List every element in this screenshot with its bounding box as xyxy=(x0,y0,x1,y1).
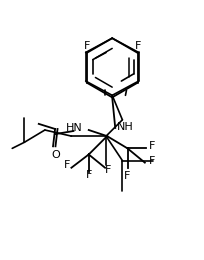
Text: F: F xyxy=(85,170,92,180)
Text: NH: NH xyxy=(117,122,134,132)
Text: F: F xyxy=(149,141,155,151)
Text: F: F xyxy=(105,165,111,175)
Text: F: F xyxy=(149,155,155,166)
Text: F: F xyxy=(135,41,141,51)
Text: F: F xyxy=(83,41,90,51)
Text: HN: HN xyxy=(66,123,83,133)
Text: F: F xyxy=(124,171,131,181)
Text: O: O xyxy=(52,150,60,160)
Text: F: F xyxy=(64,160,71,170)
